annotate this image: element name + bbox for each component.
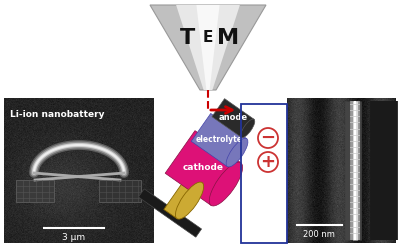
Text: +: + xyxy=(260,153,276,171)
Polygon shape xyxy=(138,189,202,237)
Text: cathode: cathode xyxy=(182,164,224,172)
Text: Li-ion nanobattery: Li-ion nanobattery xyxy=(10,110,104,119)
Text: −: − xyxy=(260,129,276,147)
Circle shape xyxy=(258,128,278,148)
Text: 3 μm: 3 μm xyxy=(62,233,86,242)
Polygon shape xyxy=(212,99,254,137)
Text: 200 nm: 200 nm xyxy=(303,230,335,239)
Ellipse shape xyxy=(176,182,204,219)
Text: M: M xyxy=(217,28,239,48)
Circle shape xyxy=(258,152,278,172)
Polygon shape xyxy=(150,5,266,90)
Polygon shape xyxy=(191,114,247,166)
Ellipse shape xyxy=(241,119,255,138)
Polygon shape xyxy=(164,174,202,218)
Polygon shape xyxy=(196,5,220,90)
Text: anode: anode xyxy=(218,114,248,122)
Text: E: E xyxy=(203,30,213,46)
Ellipse shape xyxy=(209,162,243,206)
Polygon shape xyxy=(176,5,240,90)
Polygon shape xyxy=(165,131,241,205)
Text: T: T xyxy=(180,28,196,48)
Bar xyxy=(99,180,141,202)
Text: electrolyte: electrolyte xyxy=(196,136,242,144)
Bar xyxy=(16,180,54,202)
Ellipse shape xyxy=(226,138,248,167)
